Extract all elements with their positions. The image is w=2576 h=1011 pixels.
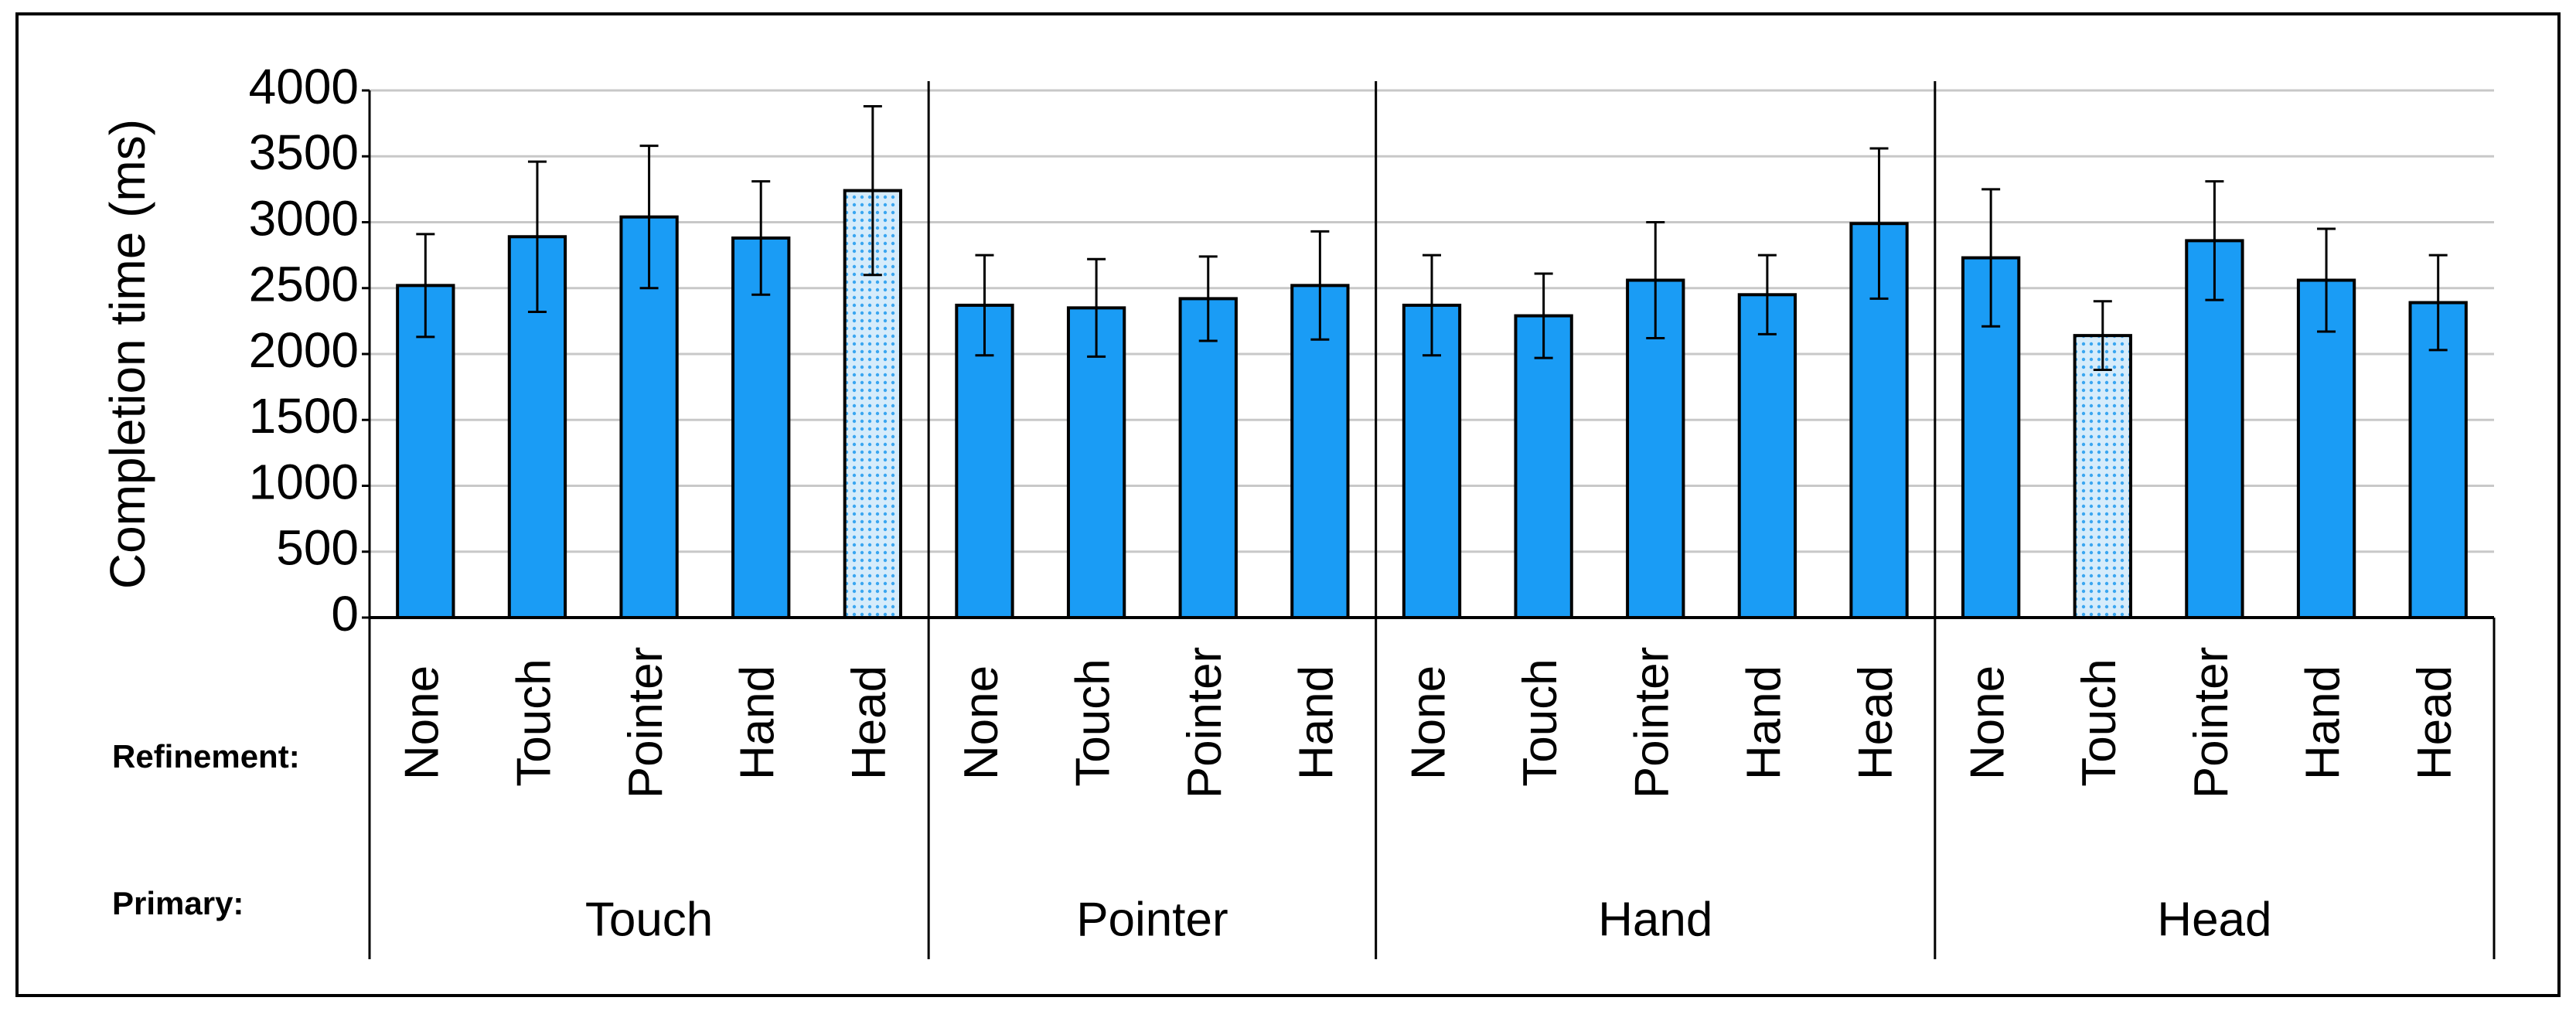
x-tick-label: Touch — [1514, 659, 1567, 786]
refinement-label: Refinement: — [112, 738, 300, 774]
x-tick-label: Hand — [1737, 665, 1791, 780]
y-tick-label: 500 — [276, 520, 359, 576]
bar — [2073, 334, 2132, 619]
group-label: Touch — [585, 893, 713, 946]
y-tick-label: 0 — [331, 586, 359, 642]
x-tick-label: Pointer — [1626, 647, 1679, 798]
x-tick-label: None — [1402, 665, 1455, 780]
x-tick-label: None — [1961, 665, 2015, 780]
y-axis-label: Completion time (ms) — [100, 119, 155, 589]
bar — [1178, 297, 1238, 619]
x-tick-label: Touch — [1066, 659, 1119, 786]
x-tick-label: Pointer — [619, 647, 673, 798]
y-tick-label: 4000 — [249, 59, 359, 114]
x-tick-label: Touch — [507, 659, 561, 786]
x-tick-label: Head — [843, 665, 896, 780]
y-tick-label: 1500 — [249, 388, 359, 444]
group-label: Head — [2157, 893, 2271, 946]
x-tick-label: Head — [1849, 665, 1903, 780]
group-label: Pointer — [1076, 893, 1228, 946]
y-tick-label: 2000 — [249, 322, 359, 378]
x-tick-label: None — [396, 665, 449, 780]
x-tick-label: Hand — [2296, 665, 2349, 780]
primary-label: Primary: — [112, 885, 244, 921]
bar — [731, 236, 791, 619]
y-tick-label: 3000 — [249, 190, 359, 246]
y-tick-label: 3500 — [249, 124, 359, 180]
x-tick-label: None — [955, 665, 1008, 780]
x-tick-label: Hand — [1290, 665, 1344, 780]
x-tick-label: Touch — [2073, 659, 2126, 786]
bar — [396, 284, 455, 619]
frame — [15, 12, 2561, 997]
bar — [1290, 284, 1350, 619]
bar — [2296, 278, 2356, 619]
x-tick-label: Head — [2408, 665, 2462, 780]
x-tick-label: Pointer — [1178, 647, 1232, 798]
x-tick-label: Pointer — [2185, 647, 2238, 798]
group-label: Hand — [1598, 893, 1712, 946]
x-tick-label: Hand — [731, 665, 785, 780]
y-tick-label: 1000 — [249, 454, 359, 509]
bar — [1514, 314, 1573, 619]
y-tick-label: 2500 — [249, 257, 359, 312]
bar — [1737, 293, 1797, 619]
